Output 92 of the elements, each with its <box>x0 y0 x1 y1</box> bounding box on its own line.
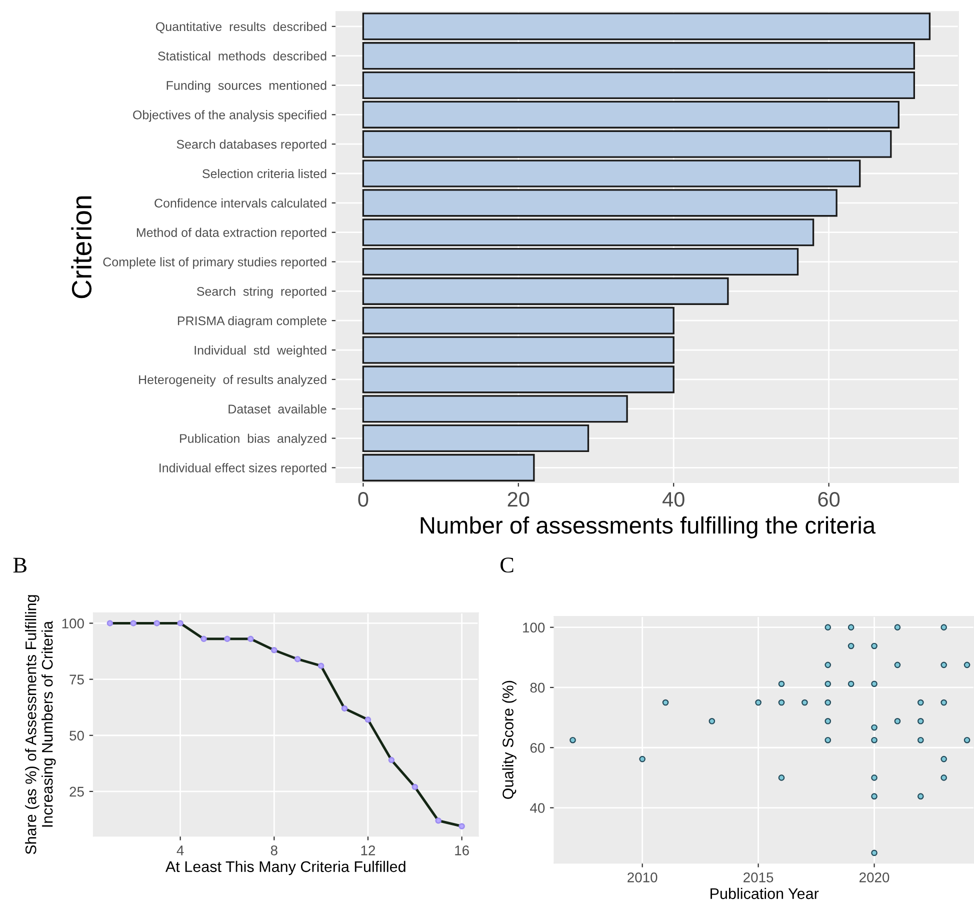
x-axis-title: Number of assessments fulfilling the criteria <box>420 516 876 538</box>
y-axis-title: Share (as %) of Assessments Fulfilling Increasing Numbers of Criteria <box>25 595 56 854</box>
point <box>940 756 947 762</box>
bar <box>362 12 931 40</box>
y-tick-label: 50 <box>70 730 84 741</box>
point <box>871 793 878 800</box>
point <box>871 736 878 744</box>
y-tick-label: Individual std weighted <box>194 345 326 358</box>
bar <box>362 218 814 246</box>
point <box>940 699 947 706</box>
point <box>918 736 924 744</box>
point <box>848 624 854 630</box>
x-axis-title: At Least This Many Criteria Fulfilled <box>165 860 406 876</box>
y-tick-label: Dataset available <box>228 404 326 414</box>
point <box>871 850 878 856</box>
point <box>778 774 785 781</box>
x-tick-label: 20 <box>508 492 530 507</box>
point <box>871 680 878 688</box>
bar <box>362 277 729 305</box>
point <box>639 756 646 762</box>
x-tick-label: 8 <box>270 845 278 856</box>
point <box>894 718 901 724</box>
bar <box>362 248 799 276</box>
point <box>940 774 947 781</box>
bar <box>362 454 535 482</box>
point <box>918 699 924 706</box>
point <box>662 699 669 706</box>
point <box>824 662 832 668</box>
y-axis-title: Quality Score (%) <box>502 680 516 799</box>
point <box>755 699 762 706</box>
chart-title: B <box>13 558 26 573</box>
x-tick-label: 40 <box>662 492 684 507</box>
y-tick-label: Publication bias analyzed <box>180 434 326 446</box>
bar <box>362 100 900 128</box>
point <box>964 736 970 744</box>
x-tick-label: 2015 <box>744 872 774 882</box>
bar <box>362 395 628 423</box>
x-axis-title: Publication Year <box>710 888 819 900</box>
point <box>940 624 947 630</box>
bar <box>362 424 590 452</box>
y-tick-label: Statistical methods described <box>158 51 326 60</box>
point <box>708 718 716 724</box>
point <box>824 624 832 630</box>
y-tick-label: 100 <box>523 622 545 632</box>
y-tick-label: Heterogeneity of results analyzed <box>139 374 326 387</box>
y-tick-label: Selection criteria listed <box>202 168 326 178</box>
y-tick-label: Confidence intervals calculated <box>154 198 326 208</box>
x-tick-label: 12 <box>361 845 376 856</box>
y-tick-label: Complete list of primary studies reported <box>103 257 326 269</box>
y-tick-label: 80 <box>530 682 545 693</box>
point <box>778 680 785 688</box>
x-tick-label: 0 <box>358 492 368 507</box>
y-tick-label: PRISMA diagram complete <box>178 316 326 328</box>
x-tick-label: 4 <box>176 846 184 856</box>
point <box>918 718 924 724</box>
x-tick-label: 16 <box>455 845 469 856</box>
x-tick-label: 2020 <box>860 872 890 882</box>
point <box>824 718 832 724</box>
x-tick-label: 2010 <box>628 872 658 882</box>
point <box>894 624 901 630</box>
point <box>964 662 970 668</box>
point <box>848 680 854 688</box>
point <box>802 699 808 706</box>
y-tick-label: Funding sources mentioned <box>166 80 326 92</box>
bar <box>362 42 916 70</box>
point <box>894 662 901 668</box>
point <box>918 793 924 800</box>
point <box>848 642 854 650</box>
y-tick-label: Method of data extraction reported <box>136 228 326 240</box>
y-tick-label: 100 <box>62 618 84 628</box>
y-tick-label: Quantitative results described <box>156 22 326 34</box>
y-tick-label: Individual effect sizes reported <box>160 463 326 475</box>
point <box>940 662 947 668</box>
y-tick-label: 40 <box>530 803 545 813</box>
y-tick-label: 60 <box>530 742 545 753</box>
y-tick-label: Search string reported <box>196 286 326 298</box>
y-tick-label: 75 <box>70 674 84 684</box>
point <box>570 736 576 744</box>
point <box>778 699 785 706</box>
point <box>824 680 832 688</box>
y-axis-title: Criterion <box>71 196 92 298</box>
y-tick-label: 25 <box>70 786 84 797</box>
x-tick-label: 60 <box>818 492 840 507</box>
point <box>871 774 878 781</box>
point <box>824 699 832 706</box>
y-tick-label: Search databases reported <box>176 140 326 152</box>
point <box>871 642 878 650</box>
point <box>824 736 832 744</box>
chart-title: C <box>500 558 514 573</box>
y-tick-label: Objectives of the analysis specified <box>133 110 326 122</box>
point <box>871 724 878 731</box>
bar <box>362 71 916 100</box>
